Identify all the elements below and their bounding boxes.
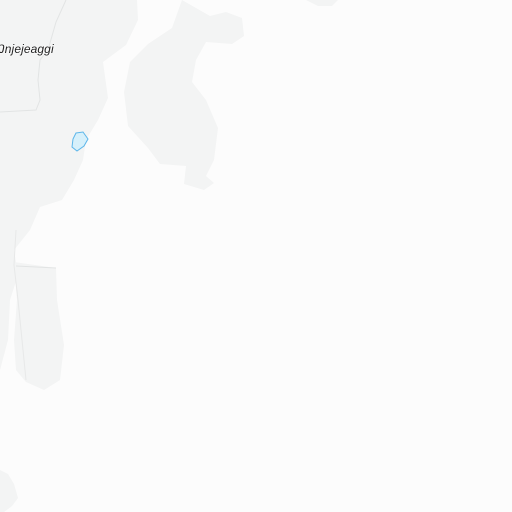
lake [71,131,89,152]
terrain-area-south-corner [0,470,18,512]
terrain-area-west [0,0,138,370]
boundary-line [0,0,67,113]
terrain-area-central [124,0,244,190]
boundary-line [13,229,27,381]
terrain-area-southwest [14,262,64,390]
terrain-area-north [306,0,338,6]
boundary-line [15,265,57,269]
place-label[interactable]: Ŋnjejeaggi [0,42,54,56]
